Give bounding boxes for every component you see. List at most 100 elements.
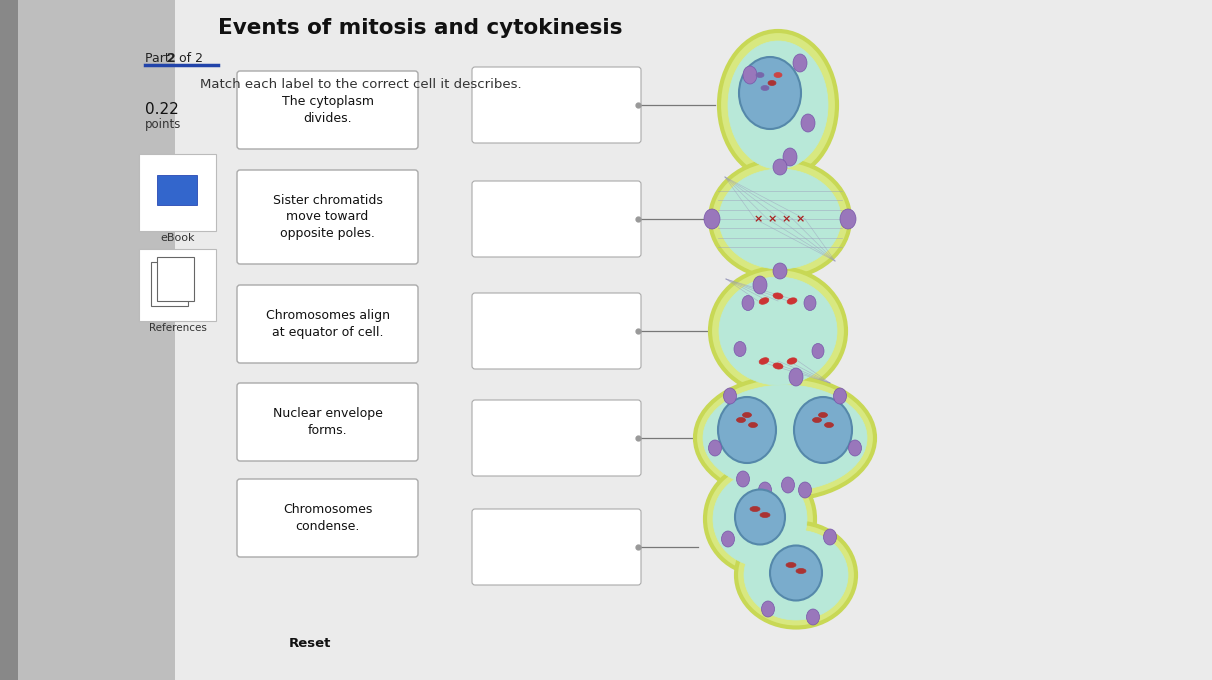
- FancyBboxPatch shape: [158, 175, 198, 205]
- FancyBboxPatch shape: [139, 249, 216, 321]
- Text: Chromosomes align
at equator of cell.: Chromosomes align at equator of cell.: [265, 309, 389, 339]
- Text: Chromosomes
condense.: Chromosomes condense.: [282, 503, 372, 533]
- Ellipse shape: [759, 358, 768, 364]
- Ellipse shape: [818, 413, 828, 418]
- FancyBboxPatch shape: [238, 170, 418, 264]
- Ellipse shape: [750, 507, 760, 511]
- Ellipse shape: [709, 440, 721, 456]
- Text: Match each label to the correct cell it describes.: Match each label to the correct cell it …: [200, 78, 521, 91]
- Text: Nuclear envelope
forms.: Nuclear envelope forms.: [273, 407, 383, 437]
- FancyBboxPatch shape: [471, 67, 641, 143]
- FancyBboxPatch shape: [238, 71, 418, 149]
- FancyBboxPatch shape: [238, 285, 418, 363]
- Ellipse shape: [804, 296, 816, 311]
- Ellipse shape: [718, 397, 776, 463]
- Ellipse shape: [773, 363, 783, 369]
- FancyBboxPatch shape: [238, 383, 418, 461]
- Ellipse shape: [756, 73, 764, 78]
- Ellipse shape: [773, 263, 787, 279]
- Ellipse shape: [719, 31, 837, 179]
- Text: eBook: eBook: [161, 233, 195, 243]
- Ellipse shape: [783, 148, 797, 166]
- Text: References: References: [149, 323, 207, 333]
- Ellipse shape: [760, 513, 770, 517]
- Ellipse shape: [734, 341, 747, 356]
- FancyBboxPatch shape: [238, 479, 418, 557]
- Text: ×: ×: [782, 214, 790, 224]
- Ellipse shape: [728, 41, 828, 169]
- Text: ×: ×: [754, 214, 762, 224]
- Ellipse shape: [703, 385, 867, 491]
- Text: Reset: Reset: [288, 637, 331, 650]
- Ellipse shape: [753, 276, 767, 294]
- Text: ×: ×: [767, 214, 777, 224]
- Ellipse shape: [840, 209, 856, 229]
- FancyBboxPatch shape: [139, 154, 216, 231]
- Ellipse shape: [812, 343, 824, 358]
- Ellipse shape: [796, 568, 806, 573]
- Text: 2: 2: [167, 52, 176, 65]
- Ellipse shape: [721, 531, 734, 547]
- Ellipse shape: [719, 169, 841, 269]
- Ellipse shape: [812, 418, 822, 422]
- Ellipse shape: [737, 471, 749, 487]
- Text: 0.22: 0.22: [145, 102, 178, 117]
- Text: Part: Part: [145, 52, 173, 65]
- Ellipse shape: [710, 268, 846, 394]
- Ellipse shape: [801, 114, 814, 132]
- Ellipse shape: [787, 298, 797, 304]
- Ellipse shape: [737, 418, 745, 422]
- Ellipse shape: [742, 296, 754, 311]
- Ellipse shape: [710, 160, 850, 278]
- Ellipse shape: [749, 422, 758, 428]
- FancyBboxPatch shape: [471, 293, 641, 369]
- Ellipse shape: [759, 482, 772, 498]
- Ellipse shape: [806, 609, 819, 625]
- Ellipse shape: [705, 464, 814, 574]
- Ellipse shape: [794, 397, 852, 463]
- Text: ×: ×: [795, 214, 805, 224]
- Ellipse shape: [823, 529, 836, 545]
- Ellipse shape: [761, 86, 768, 90]
- Bar: [0, 0, 18, 680]
- Ellipse shape: [773, 293, 783, 299]
- Text: points: points: [145, 118, 182, 131]
- Ellipse shape: [793, 54, 807, 72]
- Text: The cytoplasm
divides.: The cytoplasm divides.: [281, 95, 373, 125]
- Ellipse shape: [834, 388, 846, 404]
- Ellipse shape: [761, 601, 774, 617]
- Ellipse shape: [782, 477, 795, 493]
- Bar: [0, 0, 175, 680]
- Ellipse shape: [704, 209, 720, 229]
- Ellipse shape: [724, 388, 737, 404]
- FancyBboxPatch shape: [471, 400, 641, 476]
- Ellipse shape: [799, 482, 812, 498]
- Text: of 2: of 2: [175, 52, 202, 65]
- Ellipse shape: [744, 530, 848, 620]
- Ellipse shape: [824, 422, 834, 428]
- Ellipse shape: [743, 66, 758, 84]
- Ellipse shape: [774, 73, 782, 78]
- Ellipse shape: [770, 545, 822, 600]
- Ellipse shape: [743, 413, 751, 418]
- Ellipse shape: [739, 57, 801, 129]
- FancyBboxPatch shape: [158, 257, 194, 301]
- FancyBboxPatch shape: [471, 181, 641, 257]
- Ellipse shape: [789, 368, 804, 386]
- Ellipse shape: [773, 159, 787, 175]
- Ellipse shape: [848, 440, 862, 456]
- Bar: [175, 0, 1212, 680]
- Ellipse shape: [787, 358, 797, 364]
- Ellipse shape: [787, 562, 796, 568]
- Text: Sister chromatids
move toward
opposite poles.: Sister chromatids move toward opposite p…: [273, 194, 383, 241]
- Ellipse shape: [713, 472, 807, 566]
- Ellipse shape: [734, 490, 785, 545]
- FancyBboxPatch shape: [152, 262, 188, 306]
- FancyBboxPatch shape: [471, 509, 641, 585]
- Ellipse shape: [719, 277, 837, 385]
- Ellipse shape: [768, 80, 776, 86]
- Ellipse shape: [759, 298, 768, 304]
- Text: Events of mitosis and cytokinesis: Events of mitosis and cytokinesis: [218, 18, 622, 38]
- Ellipse shape: [736, 522, 856, 628]
- Ellipse shape: [694, 377, 875, 499]
